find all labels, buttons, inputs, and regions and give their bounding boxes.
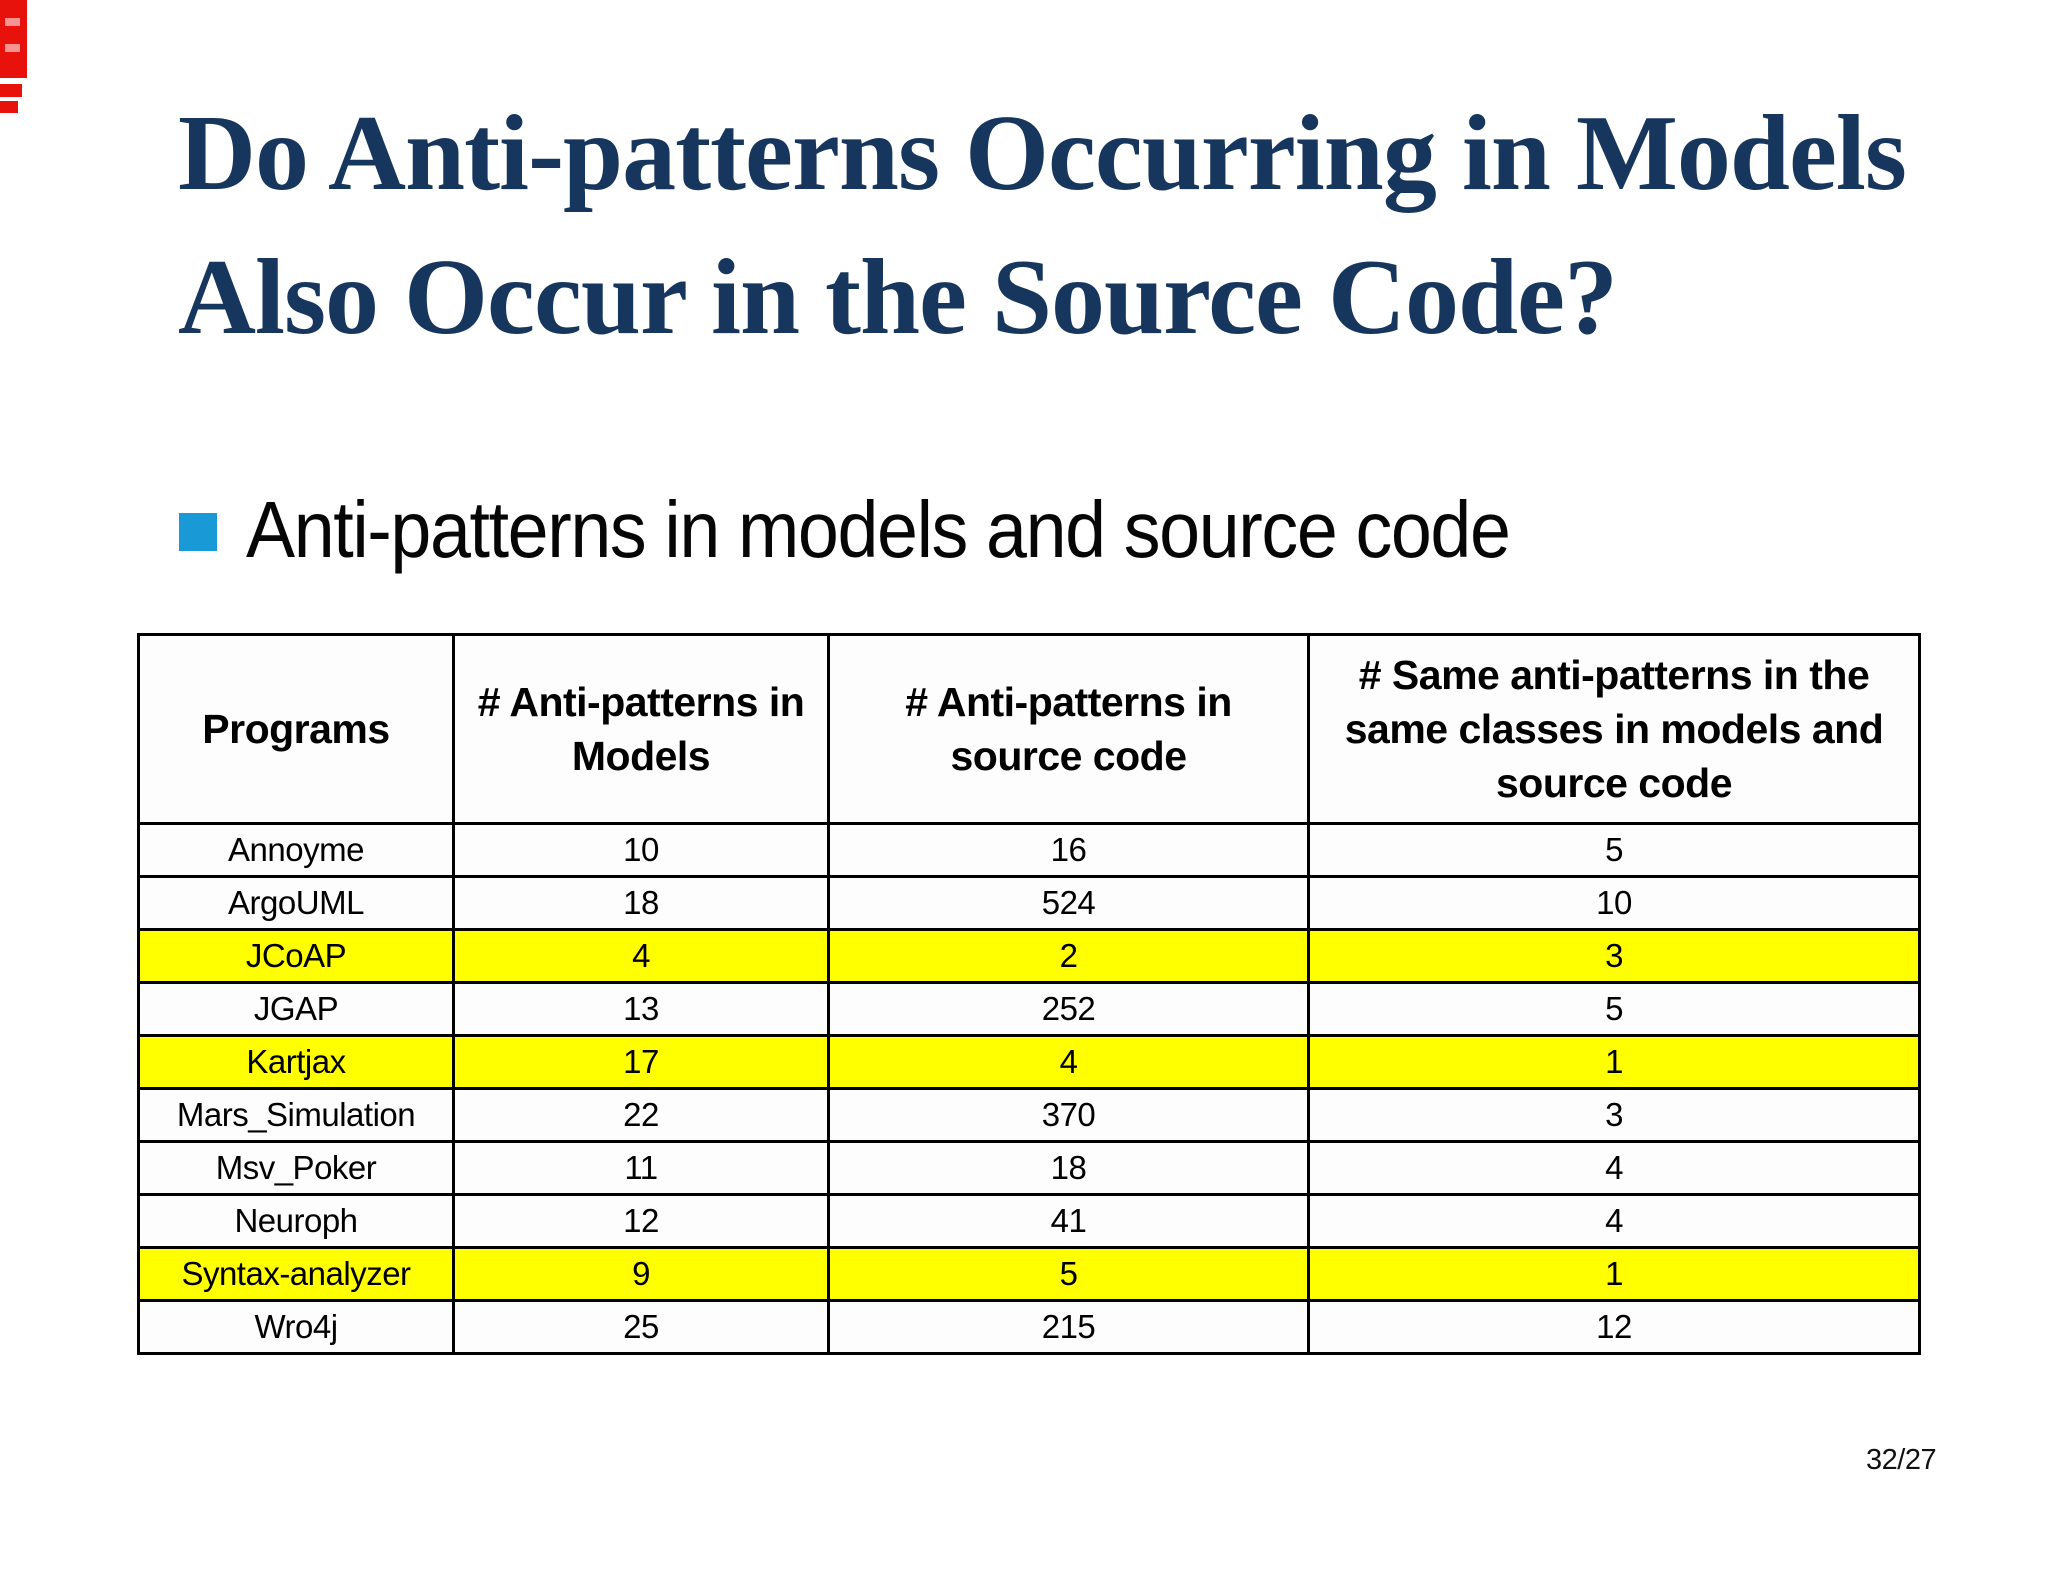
page-number: 32/27	[1866, 1444, 1937, 1476]
table-row: ArgoUML 18 524 10	[137, 875, 1921, 931]
value-cell: 41	[827, 1193, 1310, 1249]
value-cell: 12	[1307, 1299, 1921, 1355]
value-cell: 22	[452, 1087, 830, 1143]
table-row: JGAP 13 252 5	[137, 981, 1921, 1037]
value-cell: 18	[452, 875, 830, 931]
value-cell: 13	[452, 981, 830, 1037]
table-row: JCoAP 4 2 3	[137, 928, 1921, 984]
value-cell: 4	[827, 1034, 1310, 1090]
program-name-cell: Msv_Poker	[137, 1140, 455, 1196]
red-edge-speck	[5, 44, 20, 52]
value-cell: 5	[827, 1246, 1310, 1302]
table-row: Kartjax 17 4 1	[137, 1034, 1921, 1090]
value-cell: 370	[827, 1087, 1310, 1143]
value-cell: 5	[1307, 981, 1921, 1037]
value-cell: 16	[827, 822, 1310, 878]
table-row: Msv_Poker 11 18 4	[137, 1140, 1921, 1196]
anti-patterns-table: Programs # Anti-patterns in Models # Ant…	[137, 633, 1921, 1355]
program-name-cell: Mars_Simulation	[137, 1087, 455, 1143]
program-name-cell: Annoyme	[137, 822, 455, 878]
table-body: Annoyme 10 16 5 ArgoUML 18 524 10 JCoAP 4 2 3 JGAP 13…	[137, 822, 1921, 1355]
value-cell: 10	[452, 822, 830, 878]
value-cell: 3	[1307, 1087, 1921, 1143]
column-header-same-anti-patterns: # Same anti-patterns in the same classes…	[1307, 633, 1921, 825]
value-cell: 4	[1307, 1140, 1921, 1196]
value-cell: 215	[827, 1299, 1310, 1355]
table-row: Annoyme 10 16 5	[137, 822, 1921, 878]
column-header-anti-patterns-in-source-code: # Anti-patterns in source code	[827, 633, 1310, 825]
value-cell: 12	[452, 1193, 830, 1249]
red-edge-chip	[0, 84, 22, 97]
value-cell: 25	[452, 1299, 830, 1355]
value-cell: 5	[1307, 822, 1921, 878]
table-header-row: Programs # Anti-patterns in Models # Ant…	[137, 633, 1921, 825]
value-cell: 252	[827, 981, 1310, 1037]
value-cell: 11	[452, 1140, 830, 1196]
program-name-cell: Kartjax	[137, 1034, 455, 1090]
value-cell: 17	[452, 1034, 830, 1090]
value-cell: 1	[1307, 1034, 1921, 1090]
value-cell: 2	[827, 928, 1310, 984]
bullet-square-icon	[179, 513, 217, 551]
value-cell: 4	[452, 928, 830, 984]
program-name-cell: Syntax-analyzer	[137, 1246, 455, 1302]
value-cell: 3	[1307, 928, 1921, 984]
program-name-cell: JGAP	[137, 981, 455, 1037]
value-cell: 10	[1307, 875, 1921, 931]
program-name-cell: ArgoUML	[137, 875, 455, 931]
slide-title-line-2: Also Occur in the Source Code?	[178, 237, 1618, 357]
bullet-item-text: Anti-patterns in models and source code	[246, 485, 1511, 574]
table-row: Neuroph 12 41 4	[137, 1193, 1921, 1249]
table-row: Syntax-analyzer 9 5 1	[137, 1246, 1921, 1302]
value-cell: 18	[827, 1140, 1310, 1196]
column-header-anti-patterns-in-models: # Anti-patterns in Models	[452, 633, 830, 825]
value-cell: 1	[1307, 1246, 1921, 1302]
red-edge-mark	[0, 0, 27, 78]
red-edge-speck	[5, 18, 20, 26]
table-row: Mars_Simulation 22 370 3	[137, 1087, 1921, 1143]
program-name-cell: Neuroph	[137, 1193, 455, 1249]
column-header-programs: Programs	[137, 633, 455, 825]
program-name-cell: JCoAP	[137, 928, 455, 984]
value-cell: 9	[452, 1246, 830, 1302]
slide-title: Do Anti-patterns Occurring in Models Als…	[178, 82, 1988, 369]
slide-title-line-1: Do Anti-patterns Occurring in Models	[178, 94, 1907, 213]
red-edge-chip	[0, 101, 18, 113]
program-name-cell: Wro4j	[137, 1299, 455, 1355]
table-row: Wro4j 25 215 12	[137, 1299, 1921, 1355]
value-cell: 4	[1307, 1193, 1921, 1249]
value-cell: 524	[827, 875, 1310, 931]
